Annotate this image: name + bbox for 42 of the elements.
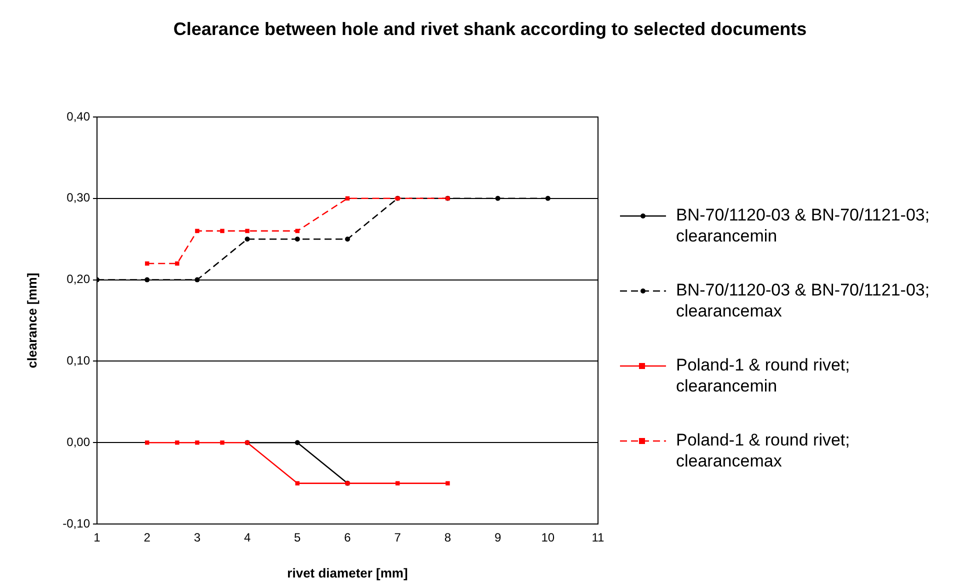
x-tick-label: 2: [144, 530, 151, 545]
point: [194, 277, 200, 282]
y-tick-label: 0,40: [66, 109, 90, 124]
x-tick-label: 7: [394, 530, 402, 545]
point: [220, 440, 224, 445]
y-tick-label: 0,10: [66, 354, 90, 368]
point: [144, 277, 150, 282]
legend-label: Poland-1 & round rivet; clearancemin: [676, 356, 850, 396]
point: [395, 481, 400, 486]
legend-label: BN-70/1120-03 & BN-70/1121-03; clearancemin: [676, 206, 930, 246]
point: [294, 236, 300, 242]
x-tick-label: 9: [494, 530, 502, 545]
y-axis-title: clearance [mm]: [24, 272, 40, 368]
point: [495, 196, 500, 201]
point: [195, 228, 200, 234]
point: [220, 228, 224, 234]
legend-label: Poland-1 & round rivet; clearancemax: [676, 430, 850, 471]
y-tick-label: -0,10: [62, 516, 90, 530]
chart-title: Clearance between hole and rivet shank according to selected documents: [173, 18, 807, 39]
y-tick-label: 0,00: [66, 434, 90, 449]
x-tick-label: 3: [194, 530, 201, 545]
x-tick-label: 4: [244, 530, 251, 545]
point: [175, 261, 180, 266]
point: [295, 481, 300, 486]
x-tick-label: 10: [541, 530, 555, 545]
point: [245, 228, 250, 234]
x-tick-label: 6: [344, 530, 352, 545]
point: [294, 440, 300, 446]
point: [195, 440, 200, 445]
y-tick-label: 0,20: [66, 272, 90, 286]
legend-label: BN-70/1120-03 & BN-70/1121-03; clearancemax: [676, 280, 930, 321]
x-tick-label: 5: [294, 530, 302, 545]
y-tick-label: 0,30: [66, 190, 90, 205]
point: [446, 481, 450, 486]
x-tick-label: 1: [94, 530, 101, 545]
point: [175, 440, 180, 445]
x-tick-label: 11: [592, 530, 605, 545]
x-tick-label: 8: [444, 530, 452, 545]
point: [244, 236, 250, 242]
point: [345, 236, 350, 242]
x-axis-title: rivet diameter [mm]: [287, 566, 408, 581]
point: [545, 196, 550, 201]
